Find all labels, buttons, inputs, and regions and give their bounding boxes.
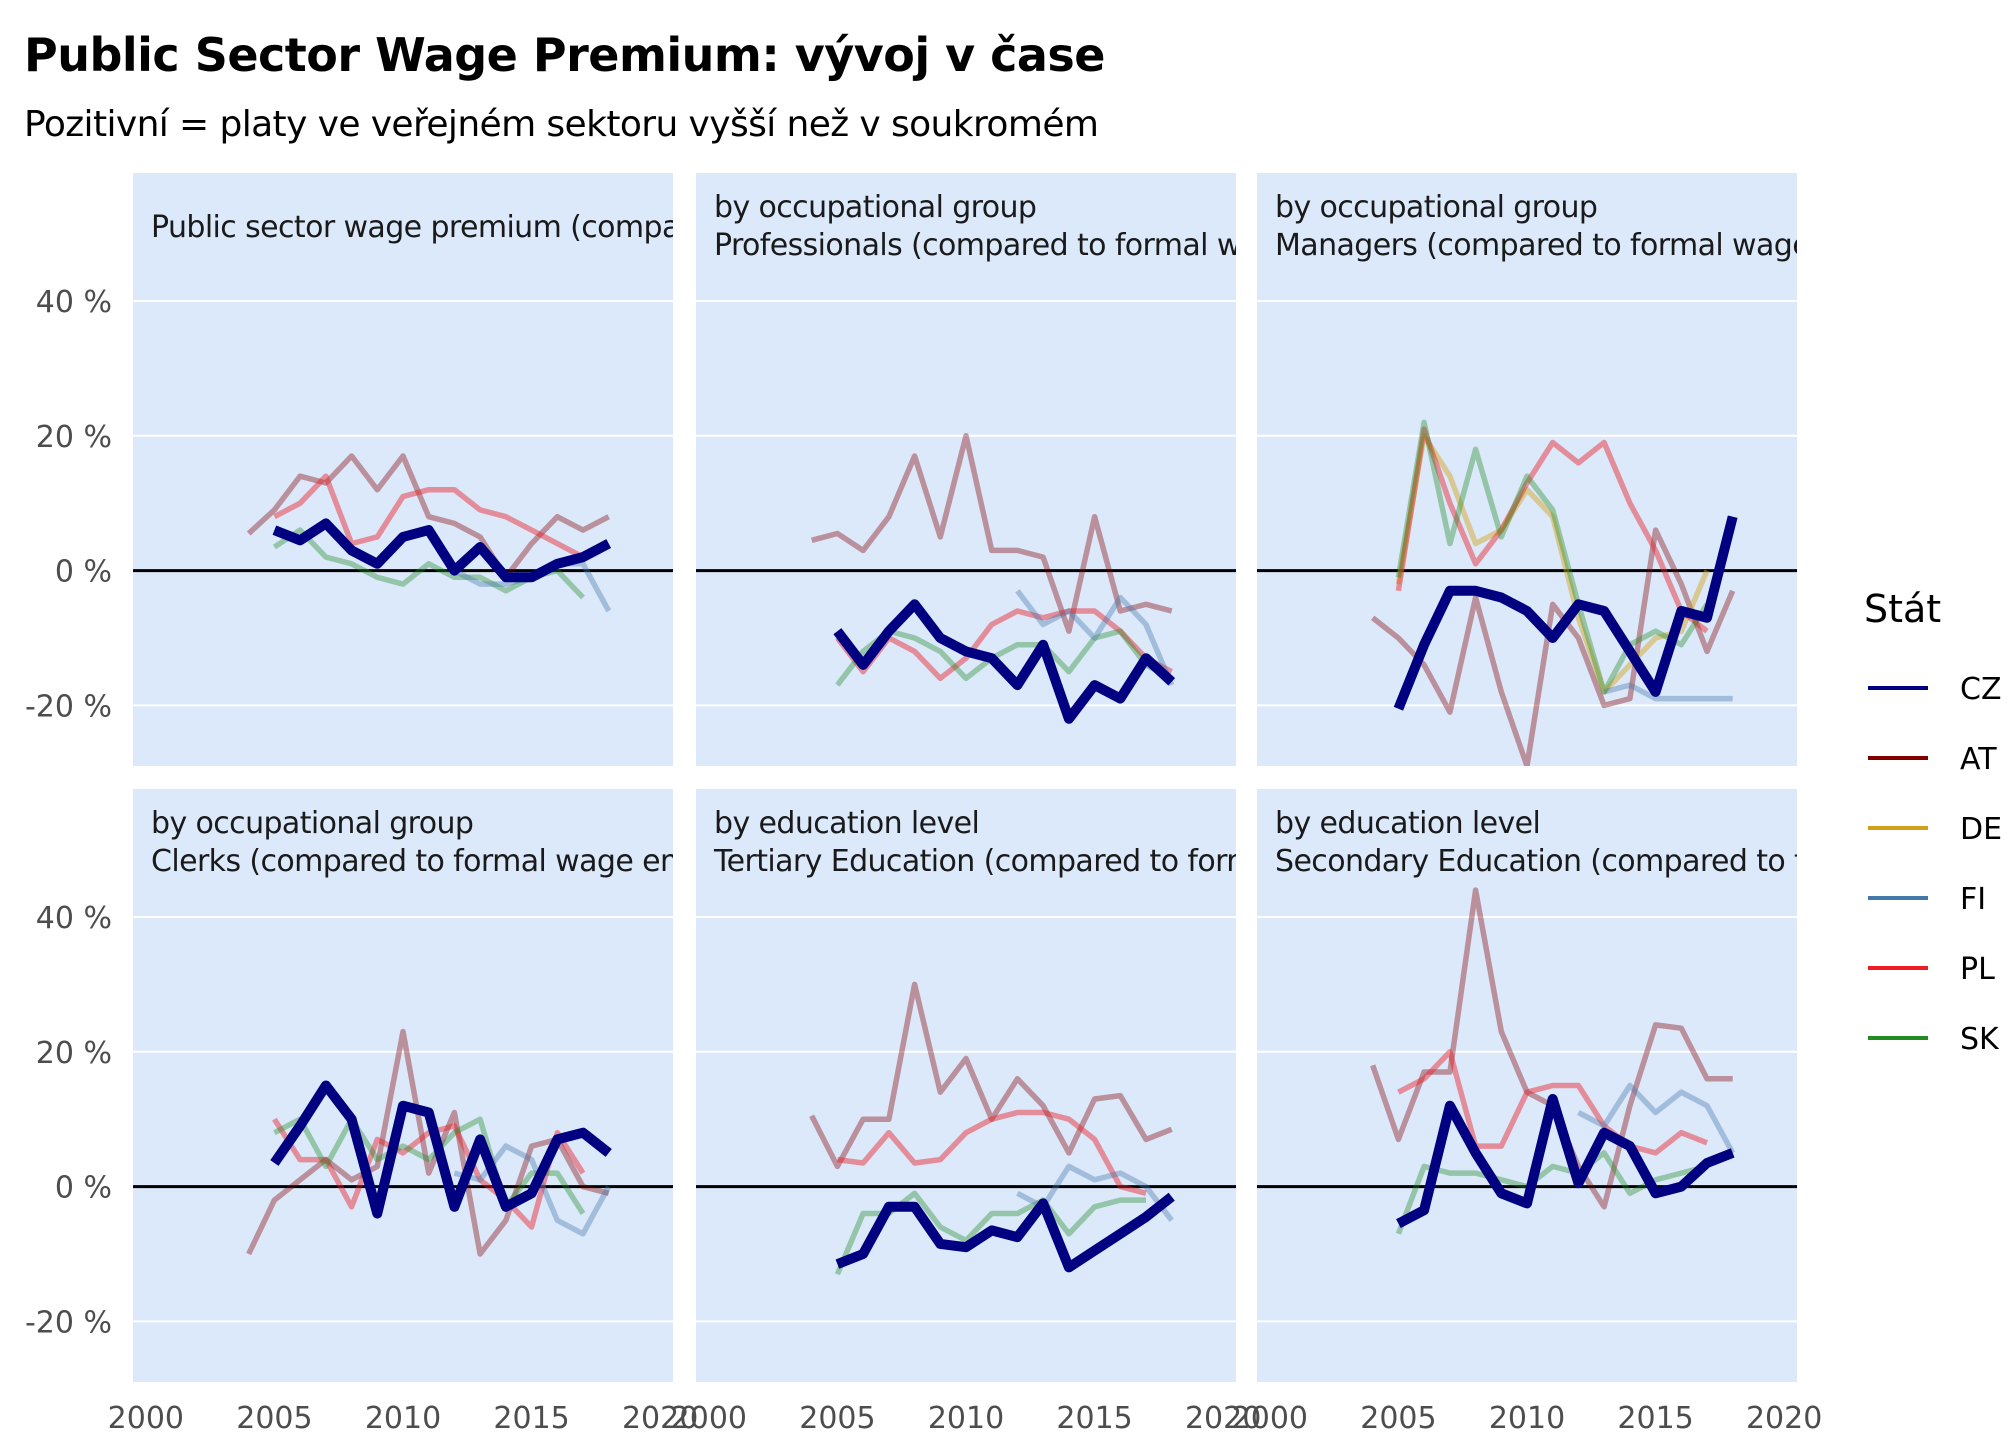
facet-label: Tertiary Education (compared to forr xyxy=(713,844,1239,879)
series-line-fi xyxy=(453,1143,612,1237)
panel-background xyxy=(696,789,1236,1382)
y-tick-label: 0 % xyxy=(55,555,112,590)
series-line-cz xyxy=(1396,1094,1735,1229)
x-tick-label: 2015 xyxy=(1617,1401,1693,1436)
legend: Stát CZ AT DE FI PL SK xyxy=(1864,587,2002,1057)
chart-subtitle: Pozitivní = platy ve veřejném sektoru vy… xyxy=(24,104,1099,145)
facet-label: by education level xyxy=(714,806,979,841)
x-tick-label: 2005 xyxy=(236,1401,312,1436)
legend-title: Stát xyxy=(1864,587,1941,631)
series-line-cz xyxy=(833,599,1176,724)
series-line-pl xyxy=(1395,426,1709,634)
series-line-sk xyxy=(1395,419,1710,695)
panel-background xyxy=(133,789,673,1382)
legend-item-cz: CZ xyxy=(1868,672,2002,707)
legend-item-pl: PL xyxy=(1868,952,1995,987)
series-line-cz xyxy=(270,1080,612,1219)
facet-panel: Public sector wage premium (compa xyxy=(133,173,680,766)
y-tick-label: 40 % xyxy=(36,285,112,320)
facet-label: by occupational group xyxy=(151,806,473,841)
facet-label: Professionals (compared to formal w xyxy=(714,228,1241,263)
series-line-at xyxy=(810,433,1173,634)
series-line-fi xyxy=(1603,682,1733,702)
x-tick-label: 2015 xyxy=(493,1401,569,1436)
series-line-de xyxy=(1395,433,1710,695)
legend-item-fi: FI xyxy=(1868,882,1986,917)
panel-background xyxy=(1257,173,1797,766)
chart-title: Public Sector Wage Premium: vývoj v čase xyxy=(24,28,1106,82)
legend-label: PL xyxy=(1960,952,1995,987)
facet-label: Public sector wage premium (compa xyxy=(151,210,680,245)
y-tick-label: -20 % xyxy=(25,689,112,724)
legend-label: CZ xyxy=(1960,672,2002,707)
series-line-pl xyxy=(1397,1049,1709,1156)
y-tick-label: 20 % xyxy=(36,420,112,455)
facet-label: by occupational group xyxy=(714,190,1036,225)
legend-item-de: DE xyxy=(1868,812,2002,847)
legend-label: DE xyxy=(1960,812,2002,847)
x-tick-label: 2005 xyxy=(1360,1401,1436,1436)
facet-label: by occupational group xyxy=(1275,190,1597,225)
series-line-pl xyxy=(837,1109,1147,1196)
series-line-at xyxy=(809,981,1173,1170)
x-tick-label: 2005 xyxy=(799,1401,875,1436)
x-tick-label: 2010 xyxy=(365,1401,441,1436)
series-line-fi xyxy=(1015,589,1175,687)
series-line-pl xyxy=(273,473,585,560)
x-tick-label: 2010 xyxy=(1489,1401,1565,1436)
series-line-cz xyxy=(1393,515,1738,711)
legend-item-sk: SK xyxy=(1868,1022,2000,1057)
panel-background xyxy=(1257,789,1797,1382)
x-tick-label: 2020 xyxy=(1746,1401,1822,1436)
facet-label: by education level xyxy=(1275,806,1540,841)
series-line-at xyxy=(1371,527,1736,766)
series-line-fi xyxy=(1577,1082,1736,1155)
series-line-cz xyxy=(272,518,612,583)
x-tick-label: 2010 xyxy=(928,1401,1004,1436)
facet-label: Secondary Education (compared to f xyxy=(1275,844,1806,879)
x-tick-label: 2020 xyxy=(1185,1401,1261,1436)
x-tick-label: 2000 xyxy=(108,1401,184,1436)
x-tick-label: 2000 xyxy=(671,1401,747,1436)
panel-background xyxy=(133,173,673,766)
legend-label: SK xyxy=(1960,1022,2000,1057)
y-tick-label: -20 % xyxy=(25,1305,112,1340)
series-line-at xyxy=(246,453,610,581)
facet-label: Clerks (compared to formal wage em xyxy=(151,844,689,879)
series-line-pl xyxy=(835,608,1173,682)
y-tick-label: 40 % xyxy=(36,901,112,936)
facet-label: Managers (compared to formal wage xyxy=(1275,228,1810,263)
x-tick-label: 2000 xyxy=(1232,1401,1308,1436)
y-tick-label: 0 % xyxy=(55,1171,112,1206)
legend-label: AT xyxy=(1960,742,1997,777)
series-line-sk xyxy=(273,1116,586,1215)
series-line-sk xyxy=(1395,1150,1708,1235)
legend-item-at: AT xyxy=(1868,742,1997,777)
series-line-at xyxy=(246,1028,610,1257)
x-tick-label: 2020 xyxy=(622,1401,698,1436)
series-line-cz xyxy=(835,1192,1175,1273)
x-tick-label: 2015 xyxy=(1056,1401,1132,1436)
legend-label: FI xyxy=(1960,882,1986,917)
y-tick-label: 20 % xyxy=(36,1036,112,1071)
series-line-pl xyxy=(272,1117,586,1230)
